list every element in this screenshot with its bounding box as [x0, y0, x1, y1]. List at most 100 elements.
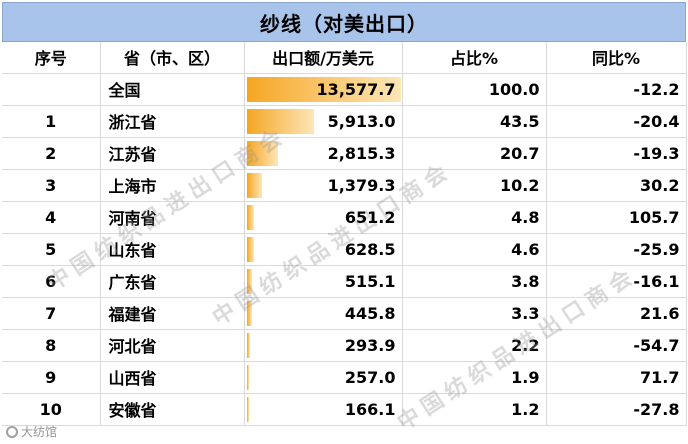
header-export: 出口额/万美元 — [244, 42, 403, 74]
export-data-bar — [246, 76, 401, 102]
row-yoy: -54.7 — [546, 329, 687, 362]
row-export: 651.2 — [244, 201, 403, 234]
export-data-bar — [246, 268, 253, 294]
row-yoy: -19.3 — [546, 137, 687, 170]
table-row: 10 安徽省 166.1 1.2 -27.8 — [2, 393, 687, 426]
row-number: 10 — [2, 393, 101, 426]
row-export: 13,577.7 — [244, 73, 403, 106]
table-row: 7 福建省 445.8 3.3 21.6 — [2, 297, 687, 330]
row-region: 全国 — [100, 73, 245, 106]
row-share: 10.2 — [402, 169, 547, 202]
row-share: 4.8 — [402, 201, 547, 234]
export-value: 293.9 — [344, 335, 396, 355]
export-data-bar — [246, 172, 263, 198]
row-yoy: 105.7 — [546, 201, 687, 234]
row-number: 6 — [2, 265, 101, 298]
row-export: 515.1 — [244, 265, 403, 298]
row-number: 7 — [2, 297, 101, 330]
export-data-bar — [246, 108, 314, 134]
row-number: 9 — [2, 361, 101, 394]
header-share: 占比% — [402, 42, 547, 74]
export-table-container: 纱线（对美出口） 序号 省（市、区） 出口额/万美元 占比% 同比% 全国 13,… — [2, 2, 687, 426]
table-row: 全国 13,577.7 100.0 -12.2 — [2, 73, 687, 106]
export-value: 651.2 — [344, 207, 396, 227]
row-region: 江苏省 — [100, 137, 245, 170]
export-data-bar — [246, 332, 250, 358]
row-share: 43.5 — [402, 105, 547, 138]
table-row: 4 河南省 651.2 4.8 105.7 — [2, 201, 687, 234]
row-yoy: -27.8 — [546, 393, 687, 426]
export-data-bar — [246, 396, 249, 422]
row-number: 8 — [2, 329, 101, 362]
row-number: 1 — [2, 105, 101, 138]
row-yoy: -25.9 — [546, 233, 687, 266]
export-data-bar — [246, 204, 254, 230]
row-region: 山西省 — [100, 361, 245, 394]
export-value: 628.5 — [344, 239, 396, 259]
row-export: 293.9 — [244, 329, 403, 362]
table-row: 1 浙江省 5,913.0 43.5 -20.4 — [2, 105, 687, 138]
row-number: 5 — [2, 233, 101, 266]
export-value: 1,379.3 — [327, 175, 396, 195]
row-share: 1.2 — [402, 393, 547, 426]
row-number: 3 — [2, 169, 101, 202]
row-number: 2 — [2, 137, 101, 170]
row-region: 山东省 — [100, 233, 245, 266]
row-yoy: 71.7 — [546, 361, 687, 394]
row-yoy: -12.2 — [546, 73, 687, 106]
row-yoy: 30.2 — [546, 169, 687, 202]
row-share: 4.6 — [402, 233, 547, 266]
row-region: 福建省 — [100, 297, 245, 330]
export-data-bar — [246, 140, 279, 166]
row-export: 257.0 — [244, 361, 403, 394]
export-data-bar — [246, 236, 254, 262]
row-export: 1,379.3 — [244, 169, 403, 202]
export-value: 2,815.3 — [327, 143, 396, 163]
row-region: 河北省 — [100, 329, 245, 362]
row-yoy: -20.4 — [546, 105, 687, 138]
row-share: 3.3 — [402, 297, 547, 330]
header-region: 省（市、区） — [100, 42, 245, 74]
row-export: 628.5 — [244, 233, 403, 266]
row-region: 安徽省 — [100, 393, 245, 426]
header-row: 序号 省（市、区） 出口额/万美元 占比% 同比% — [2, 42, 687, 74]
export-value: 515.1 — [344, 271, 396, 291]
export-value: 445.8 — [344, 303, 396, 323]
table-row: 5 山东省 628.5 4.6 -25.9 — [2, 233, 687, 266]
table-title: 纱线（对美出口） — [2, 2, 686, 42]
row-region: 浙江省 — [100, 105, 245, 138]
export-value: 13,577.7 — [316, 79, 396, 99]
table-row: 6 广东省 515.1 3.8 -16.1 — [2, 265, 687, 298]
brand-logo: 大纺馆 — [6, 423, 57, 440]
row-number: 4 — [2, 201, 101, 234]
row-region: 上海市 — [100, 169, 245, 202]
table-row: 9 山西省 257.0 1.9 71.7 — [2, 361, 687, 394]
export-table: 序号 省（市、区） 出口额/万美元 占比% 同比% 全国 13,577.7 100.… — [2, 42, 687, 426]
export-value: 166.1 — [344, 399, 396, 419]
header-yoy: 同比% — [546, 42, 687, 74]
header-no: 序号 — [2, 42, 101, 74]
row-yoy: -16.1 — [546, 265, 687, 298]
row-export: 445.8 — [244, 297, 403, 330]
export-data-bar — [246, 364, 250, 390]
row-export: 166.1 — [244, 393, 403, 426]
row-share: 100.0 — [402, 73, 547, 106]
table-row: 2 江苏省 2,815.3 20.7 -19.3 — [2, 137, 687, 170]
row-share: 1.9 — [402, 361, 547, 394]
row-number — [2, 73, 101, 106]
export-value: 5,913.0 — [327, 111, 396, 131]
logo-ring-icon — [6, 425, 18, 438]
table-row: 8 河北省 293.9 2.2 -54.7 — [2, 329, 687, 362]
row-export: 5,913.0 — [244, 105, 403, 138]
export-data-bar — [246, 300, 252, 326]
row-share: 2.2 — [402, 329, 547, 362]
row-export: 2,815.3 — [244, 137, 403, 170]
row-region: 河南省 — [100, 201, 245, 234]
row-share: 3.8 — [402, 265, 547, 298]
table-row: 3 上海市 1,379.3 10.2 30.2 — [2, 169, 687, 202]
row-region: 广东省 — [100, 265, 245, 298]
export-value: 257.0 — [344, 367, 396, 387]
row-share: 20.7 — [402, 137, 547, 170]
row-yoy: 21.6 — [546, 297, 687, 330]
logo-text: 大纺馆 — [21, 425, 58, 439]
